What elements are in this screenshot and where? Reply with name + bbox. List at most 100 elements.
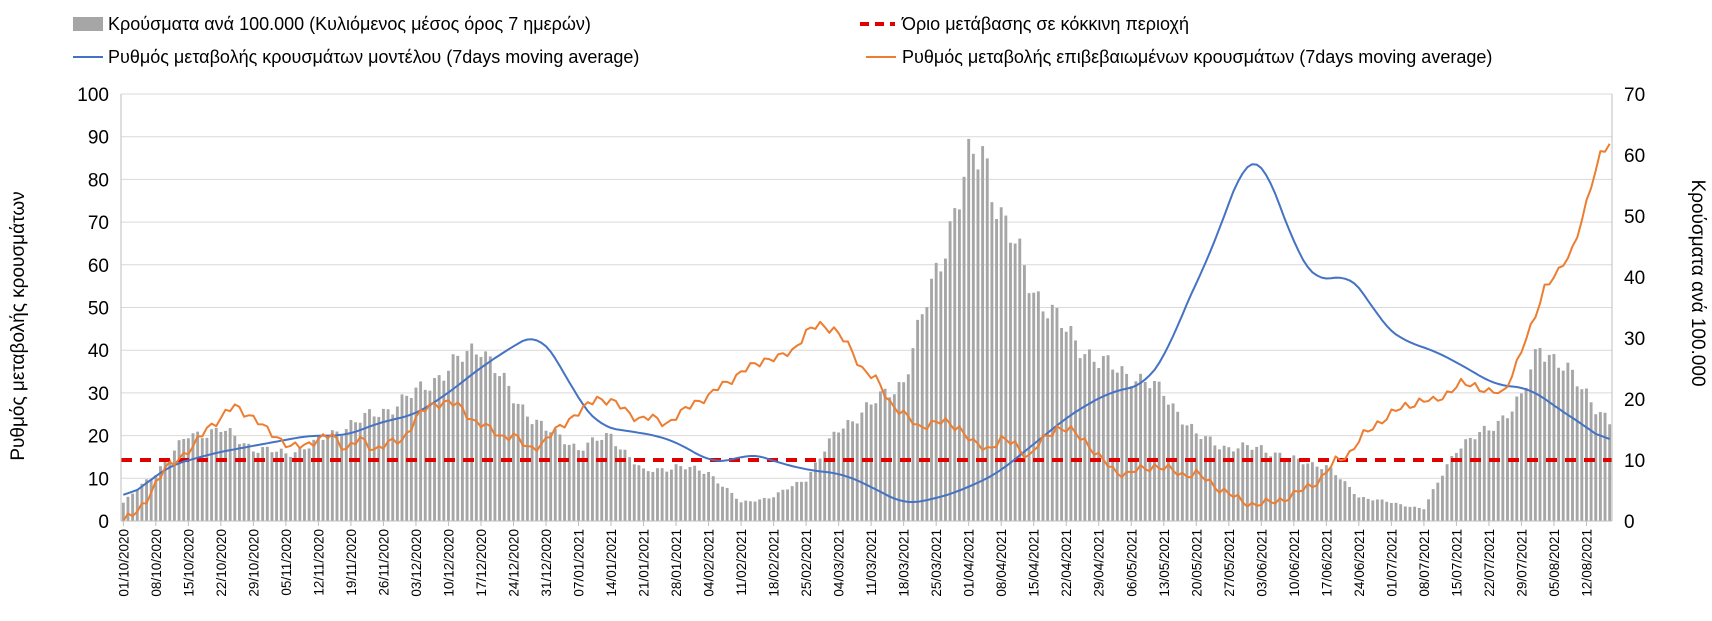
bar bbox=[414, 387, 418, 521]
bar bbox=[507, 385, 511, 521]
bar bbox=[762, 497, 766, 521]
bar bbox=[521, 404, 525, 521]
bar bbox=[962, 176, 966, 522]
bar bbox=[623, 449, 627, 521]
axes bbox=[120, 94, 1613, 522]
bar bbox=[1343, 481, 1347, 521]
bar bbox=[1510, 411, 1514, 521]
bar bbox=[651, 471, 655, 521]
legend-bar-swatch bbox=[73, 17, 103, 31]
bar bbox=[525, 416, 529, 521]
bar bbox=[911, 348, 915, 521]
bar bbox=[1506, 418, 1509, 521]
bar bbox=[191, 433, 195, 521]
x-tick-label: 18/03/2021 bbox=[897, 529, 912, 597]
bar bbox=[1255, 446, 1259, 521]
bar bbox=[1566, 362, 1570, 521]
y-right-tick-label: 50 bbox=[1624, 207, 1645, 228]
bar bbox=[145, 479, 148, 521]
bar bbox=[224, 430, 227, 521]
bar bbox=[1194, 433, 1198, 521]
y-right-tick-label: 70 bbox=[1624, 85, 1645, 106]
bar bbox=[447, 370, 450, 521]
bar bbox=[1032, 292, 1036, 521]
bar bbox=[386, 409, 390, 521]
bar bbox=[456, 355, 460, 521]
x-tick-label: 29/07/2021 bbox=[1514, 529, 1529, 597]
bar bbox=[1478, 432, 1482, 521]
bar bbox=[149, 478, 153, 521]
bar bbox=[298, 447, 302, 521]
x-tick-label: 22/07/2021 bbox=[1482, 529, 1497, 597]
bar bbox=[971, 153, 975, 522]
bar bbox=[238, 444, 241, 521]
bar bbox=[340, 435, 344, 521]
bar bbox=[307, 448, 311, 521]
bar bbox=[1501, 415, 1505, 521]
bar bbox=[758, 499, 762, 521]
bar bbox=[1204, 436, 1208, 521]
bar bbox=[1366, 498, 1370, 521]
bar bbox=[335, 431, 339, 521]
x-tick-label: 12/11/2020 bbox=[311, 529, 326, 596]
bar bbox=[851, 421, 855, 521]
bar bbox=[1060, 327, 1064, 521]
bar bbox=[1445, 464, 1449, 521]
legend-confirmed-label: Ρυθμός μεταβολής επιβεβαιωμένων κρουσμάτ… bbox=[902, 47, 1492, 67]
bar bbox=[813, 462, 817, 521]
bar bbox=[1236, 448, 1240, 521]
bar bbox=[902, 382, 906, 521]
x-tick-label: 05/08/2021 bbox=[1547, 529, 1562, 597]
bar bbox=[1106, 355, 1110, 521]
bar bbox=[437, 375, 441, 521]
bar bbox=[242, 443, 246, 521]
bar bbox=[637, 465, 641, 521]
bar bbox=[344, 429, 348, 521]
bar bbox=[1036, 291, 1040, 521]
bar bbox=[730, 492, 734, 521]
y-left-tick-label: 20 bbox=[88, 427, 109, 448]
bar bbox=[126, 496, 130, 521]
bar bbox=[1041, 311, 1045, 521]
x-tick-label: 14/01/2021 bbox=[604, 529, 619, 597]
bar bbox=[549, 432, 553, 521]
bar bbox=[976, 169, 980, 521]
bar bbox=[186, 438, 190, 521]
bar bbox=[1608, 424, 1612, 521]
x-tick-label: 21/01/2021 bbox=[637, 529, 652, 597]
bar bbox=[660, 468, 664, 521]
bar bbox=[985, 158, 989, 522]
bar bbox=[874, 403, 878, 521]
bar bbox=[312, 439, 316, 521]
x-tick-label: 11/03/2021 bbox=[864, 529, 879, 596]
bar bbox=[818, 458, 822, 521]
bar-series bbox=[121, 138, 1612, 522]
bar bbox=[1297, 458, 1300, 521]
bar bbox=[563, 444, 567, 521]
y-left-tick-label: 60 bbox=[88, 256, 109, 277]
bar bbox=[600, 439, 604, 521]
bar bbox=[665, 471, 669, 521]
bar bbox=[711, 476, 715, 521]
bar bbox=[400, 394, 404, 521]
bar bbox=[804, 481, 808, 521]
y-left-tick-label: 30 bbox=[88, 384, 109, 405]
bar bbox=[1580, 389, 1584, 521]
y-right-tick-label: 0 bbox=[1624, 512, 1635, 533]
bar bbox=[1046, 318, 1050, 521]
bar bbox=[1166, 404, 1170, 521]
y-right-tick-label: 40 bbox=[1624, 268, 1645, 289]
bar bbox=[1357, 497, 1361, 521]
bar bbox=[1022, 265, 1026, 521]
x-tick-label: 13/05/2021 bbox=[1157, 529, 1172, 597]
bar bbox=[939, 271, 943, 521]
bar bbox=[1218, 449, 1221, 521]
bar bbox=[1278, 452, 1282, 521]
line-series bbox=[122, 143, 1611, 522]
y-right-tick-label: 30 bbox=[1624, 329, 1645, 350]
bar bbox=[948, 221, 952, 522]
x-tick-label: 22/04/2021 bbox=[1059, 529, 1074, 597]
bar bbox=[451, 354, 455, 521]
bar bbox=[1250, 449, 1254, 521]
